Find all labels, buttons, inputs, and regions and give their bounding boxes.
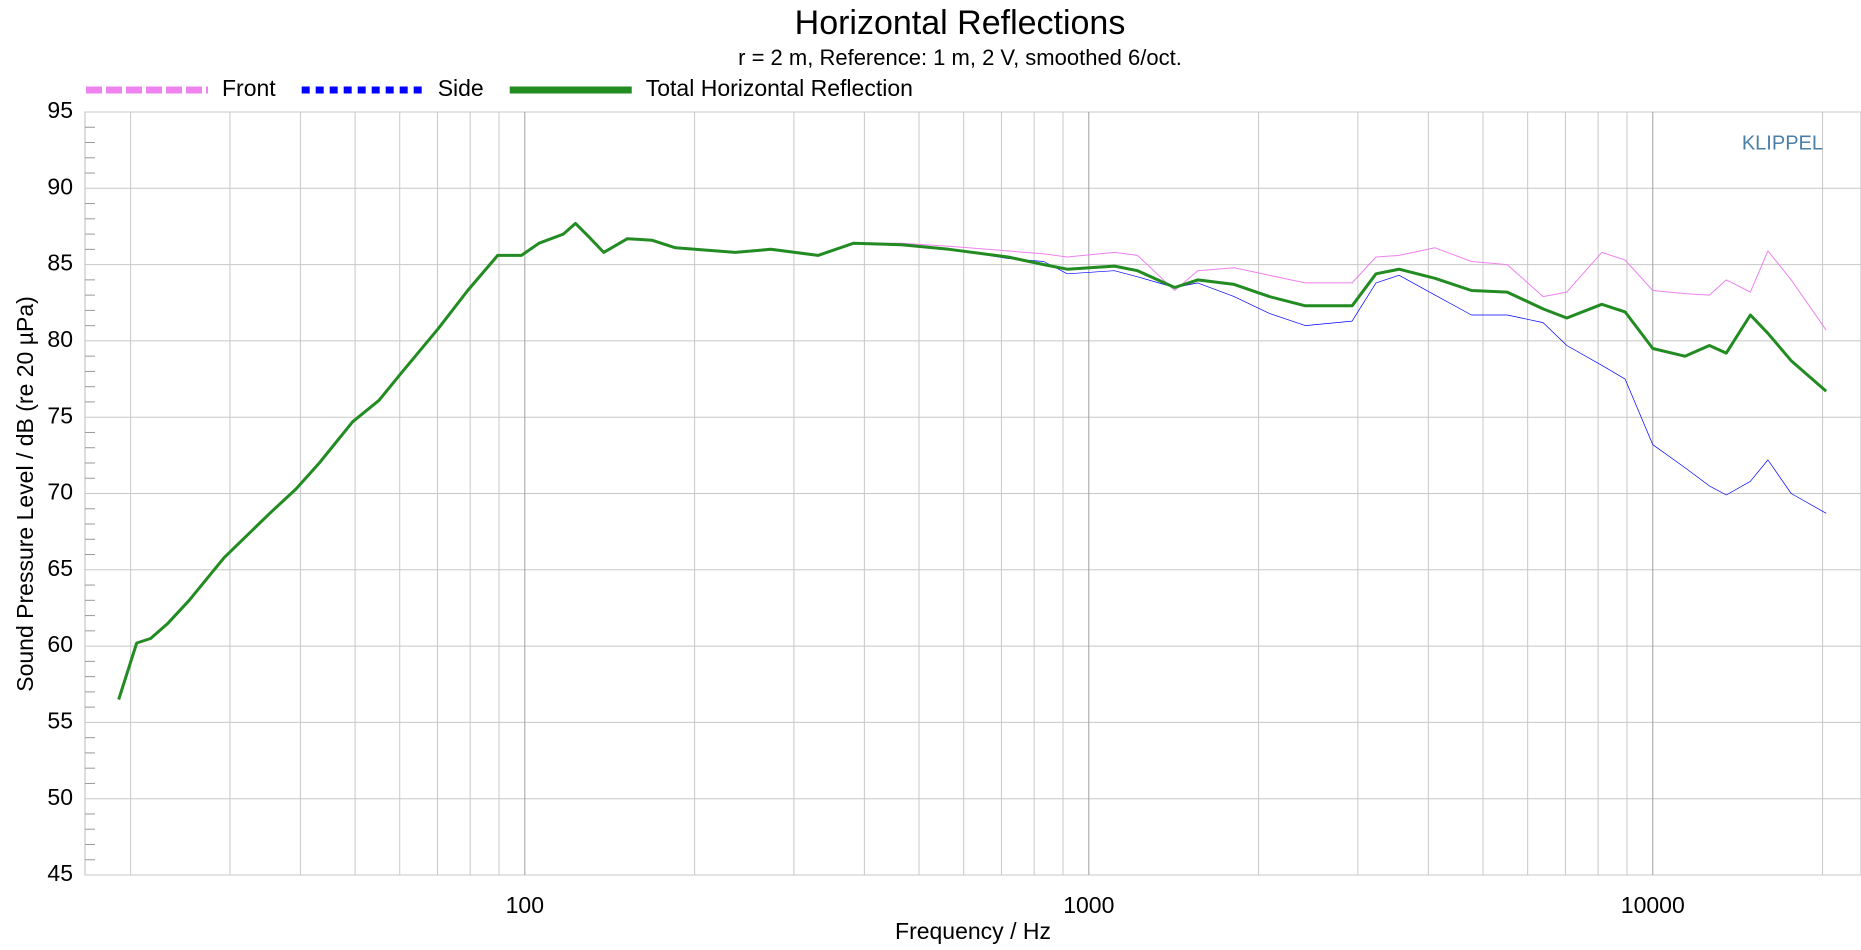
x-tick-label: 10000 — [1621, 892, 1685, 918]
series-line — [117, 221, 1828, 700]
y-tick-label: 90 — [47, 173, 73, 199]
legend-label: Total Horizontal Reflection — [646, 75, 913, 101]
y-tick-label: 70 — [47, 479, 73, 505]
chart-title: Horizontal Reflections — [795, 4, 1126, 42]
y-tick-label: 80 — [47, 326, 73, 352]
annotation: KLIPPEL — [1742, 132, 1823, 154]
x-tick-label: 100 — [506, 892, 544, 918]
y-tick-label: 45 — [47, 860, 73, 886]
legend-label: Side — [438, 75, 484, 101]
y-tick-label: 65 — [47, 555, 73, 581]
y-tick-label: 60 — [47, 631, 73, 657]
legend-label: Front — [222, 75, 276, 101]
y-axis-label: Sound Pressure Level / dB (re 20 µPa) — [12, 296, 38, 692]
y-tick-label: 75 — [47, 402, 73, 428]
series-line — [118, 222, 1827, 700]
y-tick-label: 85 — [47, 250, 73, 276]
y-tick-label: 55 — [47, 707, 73, 733]
x-tick-label: 1000 — [1063, 892, 1114, 918]
x-axis-label: Frequency / Hz — [895, 918, 1051, 944]
chart-subtitle: r = 2 m, Reference: 1 m, 2 V, smoothed 6… — [738, 45, 1182, 70]
series-line — [118, 223, 1827, 700]
y-tick-label: 50 — [47, 784, 73, 810]
y-tick-label: 95 — [47, 97, 73, 123]
